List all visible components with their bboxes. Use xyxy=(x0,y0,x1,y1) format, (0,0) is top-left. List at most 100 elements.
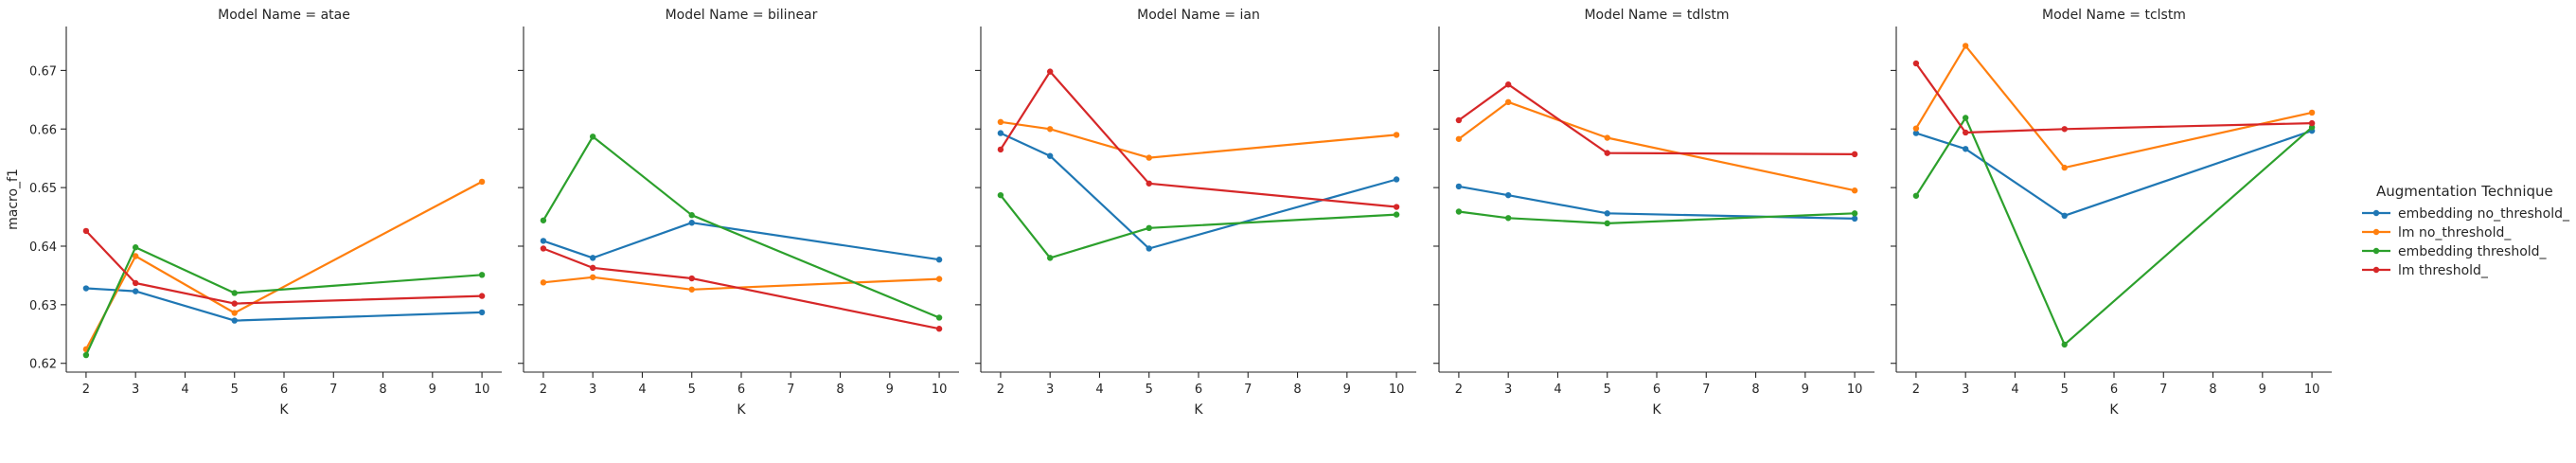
panel-3-series-2-point xyxy=(1146,154,1152,161)
panel-5-series-1-point xyxy=(1962,146,1969,152)
panel-2-series-4-point xyxy=(688,275,695,282)
panel-4-series-3-point xyxy=(1851,210,1858,217)
panel-1-x-tick-label: 2 xyxy=(82,383,90,397)
panel-2-series-4-point xyxy=(589,264,596,272)
panel-1-x-tick-label: 6 xyxy=(280,383,288,397)
panel-2-x-tick-label: 2 xyxy=(540,383,547,397)
panel-1-x-tick-label: 9 xyxy=(429,383,436,397)
panel-3-x-tick-label: 5 xyxy=(1146,383,1153,397)
panel-1-series-4-point xyxy=(132,279,139,287)
panel-3-series-2-point xyxy=(1393,132,1400,138)
panel-5-x-tick-label: 4 xyxy=(2011,383,2018,397)
panel-1-series-2-point xyxy=(132,253,139,259)
panel-5-series-line-2 xyxy=(1914,45,2314,169)
panel-1-x-tick-label: 8 xyxy=(379,383,386,397)
legend-swatch-marker xyxy=(2372,266,2380,274)
panel-3-series-1-point xyxy=(997,130,1004,136)
panel-2-title: Model Name = bilinear xyxy=(666,8,818,23)
panel-1-series-4-point xyxy=(231,300,238,307)
panel-4-series-4-point xyxy=(1504,81,1512,88)
panel-3-series-1-point xyxy=(1046,152,1054,159)
panel-4-x-tick-label: 5 xyxy=(1604,383,1611,397)
panel-2-x-tick-label: 8 xyxy=(836,383,844,397)
y-tick-label: 0.62 xyxy=(29,358,57,372)
panel-2-x-tick-label: 10 xyxy=(932,383,948,397)
panel-5-series-2-point xyxy=(1912,125,1920,132)
panel-2-series-2-point xyxy=(589,274,596,280)
panel-3-series-line-1 xyxy=(999,132,1398,250)
panel-3-series-1-point xyxy=(1146,245,1152,252)
panel-1-x-tick-label: 4 xyxy=(181,383,188,397)
panel-3-series-3-point xyxy=(1393,211,1400,218)
panel-1-series-1-point xyxy=(132,288,139,294)
panel-5-series-3-point xyxy=(2061,341,2068,348)
panel-5-x-tick-label: 10 xyxy=(2304,383,2320,397)
panel-2-x-tick-label: 7 xyxy=(787,383,794,397)
legend-entry-label: embedding no_threshold_ xyxy=(2398,206,2570,222)
panel-1-x-tick-label: 7 xyxy=(329,383,337,397)
panel-1-x-tick-label: 10 xyxy=(474,383,490,397)
panel-1-series-line-1 xyxy=(84,287,484,322)
panel-4-series-1-point xyxy=(1455,183,1463,190)
panel-5-x-tick-label: 7 xyxy=(2159,383,2167,397)
panel-3-series-2-point xyxy=(997,118,1004,126)
panel-5-x-tick-label: 5 xyxy=(2061,383,2069,397)
panel-4-series-line-4 xyxy=(1457,83,1856,155)
panel-1-series-1-point xyxy=(231,317,238,324)
panel-5-x-tick-label: 2 xyxy=(1912,383,1920,397)
panel-4-series-2-point xyxy=(1851,187,1858,194)
y-tick-label: 0.66 xyxy=(29,123,57,137)
panel-4-x-tick-label: 9 xyxy=(1802,383,1809,397)
panel-3-x-tick-label: 3 xyxy=(1046,383,1054,397)
panel-5-x-tick-label: 6 xyxy=(2110,383,2118,397)
panel-5-x-axis-label: K xyxy=(2109,402,2119,418)
panel-1-series-line-4 xyxy=(84,229,484,305)
panel-2-series-4-point xyxy=(540,245,547,252)
panel-5-series-4-point xyxy=(1912,60,1920,67)
panel-5-x-tick-label: 3 xyxy=(1962,383,1969,397)
panel-2-x-tick-label: 9 xyxy=(886,383,894,397)
panel-5-series-2-point xyxy=(2308,109,2316,116)
panel-4-series-3-point xyxy=(1604,220,1610,227)
panel-1-series-1-point xyxy=(478,309,486,316)
panel-4-series-3-point xyxy=(1455,208,1463,215)
panel-4-series-2-point xyxy=(1455,135,1463,142)
panel-2-series-2-point xyxy=(540,279,547,286)
panel-3-series-line-3 xyxy=(999,194,1398,259)
panel-2-series-1-point xyxy=(688,220,695,226)
panel-3-series-4-point xyxy=(1393,204,1400,210)
panel-1-series-1-point xyxy=(82,285,90,292)
panel-3-x-tick-label: 2 xyxy=(997,383,1004,397)
panel-1-series-3-point xyxy=(132,244,139,251)
panel-5-series-4-point xyxy=(2308,119,2316,127)
panel-2-x-tick-label: 4 xyxy=(638,383,646,397)
panel-5-series-line-1 xyxy=(1914,130,2314,217)
panel-2-series-line-4 xyxy=(542,247,941,330)
panel-4-series-1-point xyxy=(1504,191,1512,199)
panel-2-x-tick-label: 5 xyxy=(688,383,696,397)
panel-1-series-3-point xyxy=(478,272,486,278)
panel-5-series-2-point xyxy=(1962,43,1969,49)
panel-4-series-line-1 xyxy=(1457,185,1856,220)
panel-5-x-tick-label: 9 xyxy=(2259,383,2266,397)
panel-4-series-line-3 xyxy=(1457,210,1856,224)
panel-5-series-1-point xyxy=(1912,130,1920,136)
panel-4-x-tick-label: 8 xyxy=(1751,383,1759,397)
panel-4-series-1-point xyxy=(1604,210,1610,217)
panel-1-series-3-point xyxy=(231,290,238,296)
panel-4-series-4-point xyxy=(1851,151,1858,158)
panel-2-series-2-point xyxy=(688,286,695,293)
panel-3-x-axis-label: K xyxy=(1194,402,1203,418)
panel-1-series-4-point xyxy=(478,293,486,299)
panel-3-x-tick-label: 10 xyxy=(1389,383,1405,397)
panel-3-series-3-point xyxy=(997,191,1004,199)
y-tick-label: 0.64 xyxy=(29,240,57,255)
panel-3-x-tick-label: 4 xyxy=(1095,383,1103,397)
panel-5-series-4-point xyxy=(2061,126,2068,133)
panel-2-series-line-2 xyxy=(542,276,941,291)
panel-3-series-3-point xyxy=(1146,224,1152,232)
panel-3-series-4-point xyxy=(1146,180,1152,187)
panel-5-series-4-point xyxy=(1962,129,1969,136)
panel-2-x-tick-label: 6 xyxy=(737,383,745,397)
panel-2-series-4-point xyxy=(935,326,943,332)
